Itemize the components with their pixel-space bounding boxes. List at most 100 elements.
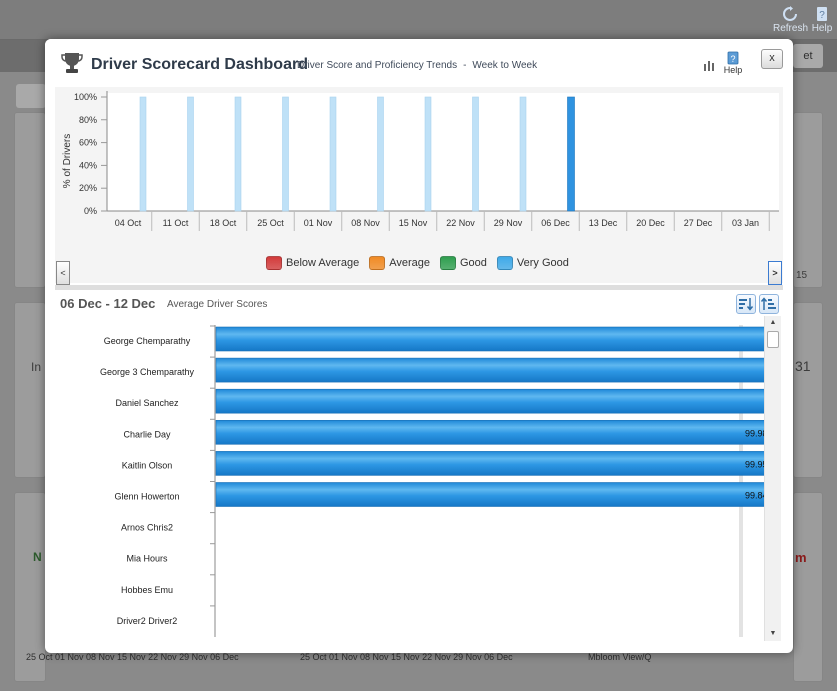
driver-name-label: Kaitlin Olson [122,460,173,470]
driver-name-label: Hobbes Emu [121,585,173,595]
trend-x-tick-label: 01 Nov [304,218,333,228]
legend-label: Average [389,257,430,269]
trend-x-tick-label: 22 Nov [446,218,475,228]
trend-prev-button[interactable]: < [56,261,70,285]
driver-name-label: George Chemparathy [104,336,191,346]
trend-x-tick-label: 20 Dec [636,218,665,228]
trend-x-tick-label: 11 Oct [163,218,189,228]
legend-label: Good [459,257,487,269]
modal-title: Driver Scorecard Dashboard [91,56,308,73]
modal-subtitle-period: Week to Week [472,60,538,71]
trend-y-tick-label: 60% [79,138,97,148]
trend-bar[interactable] [282,96,289,212]
trend-x-tick-label: 04 Oct [115,218,142,228]
trend-x-tick-label: 13 Dec [589,218,618,228]
background-dates-left: 25 Oct 01 Nov 08 Nov 15 Nov 22 Nov 29 No… [26,652,239,662]
background-frag-31: 31 [795,358,811,374]
legend-item-good[interactable]: Good [439,256,487,270]
legend-item-very-good[interactable]: Very Good [496,256,569,270]
svg-text:?: ? [819,10,825,21]
trend-bar[interactable] [519,96,527,212]
trend-bar[interactable] [472,96,479,212]
driver-name-label: Daniel Sanchez [115,398,179,408]
scores-scrollbar[interactable]: ▲ ▼ [764,316,781,641]
scores-subtitle: Average Driver Scores [167,299,268,310]
legend-item-average[interactable]: Average [369,256,430,270]
chart-settings-icon[interactable] [703,59,717,71]
trend-y-tick-label: 40% [79,160,97,170]
trend-bar[interactable] [377,96,384,212]
background-frag-in: In [31,360,42,374]
driver-score-bar[interactable] [215,357,765,383]
modal-help-button[interactable]: ? Help [721,51,745,75]
svg-text:?: ? [730,54,735,64]
scroll-up-arrow-icon[interactable]: ▲ [769,319,777,326]
trend-x-tick-label: 29 Nov [494,218,523,228]
trend-x-tick-label: 15 Nov [399,218,428,228]
legend-item-below-average[interactable]: Below Average [266,256,359,270]
trend-y-tick-label: 100% [74,92,97,102]
driver-score-bar[interactable] [215,482,765,507]
background-toolbar: Refresh ? Help [0,0,837,40]
modal-subtitle-sep: - [463,60,467,71]
modal-close-button[interactable]: x [761,49,783,69]
sort-ascending-button[interactable] [759,294,779,314]
trend-bar[interactable] [187,96,194,212]
modal-header: Driver Scorecard Dashboard Driver Score … [45,39,793,87]
trend-chart-panel: 100% 80% 60% 40% 20% 0% 04 Oct 11 Oct 18 Oct 25 … [55,87,783,285]
scroll-thumb[interactable] [767,331,779,348]
modal-subtitle-text: Driver Score and Proficiency Trends [297,60,458,71]
trend-x-tick-label: 18 Oct [210,218,237,228]
trend-bar[interactable] [424,96,432,212]
trend-y-tick-label: 0% [84,206,97,216]
trend-x-tick-label: 25 Oct [257,218,284,228]
help-toolbar-label: Help [811,23,833,34]
background-panel-3-right [793,492,823,682]
driver-scorecard-modal: Driver Scorecard Dashboard Driver Score … [45,39,793,653]
background-frag-n: N [33,550,42,564]
legend-label: Below Average [286,257,360,269]
driver-score-bar[interactable] [215,326,765,352]
legend-label: Very Good [516,257,569,269]
trend-next-button[interactable]: > [768,261,782,285]
background-dates-mid: 25 Oct 01 Nov 08 Nov 15 Nov 22 Nov 29 No… [300,652,513,662]
driver-score-bar[interactable] [215,420,765,445]
driver-score-value: 99.95 [745,459,765,469]
background-frag-m: m [795,550,807,565]
trend-bar[interactable] [139,96,147,212]
trend-x-tick-label: 03 Jan [732,218,759,228]
refresh-label: Refresh [773,23,809,34]
modal-subtitle: Driver Score and Proficiency Trends - Week… [297,60,537,71]
refresh-icon [783,6,797,21]
sort-descending-button[interactable] [736,294,756,314]
help-icon: ? [727,51,739,65]
background-button-right: et [793,44,823,68]
week-range: 06 Dec - 12 Dec [60,296,156,311]
trend-y-tick-label: 20% [79,183,97,193]
trend-x-tick-label: 06 Dec [541,218,570,228]
background-panel-1 [14,112,46,288]
sort-descending-icon [739,298,754,311]
driver-name-label: Charlie Day [123,429,171,439]
legend-swatch [266,256,282,270]
driver-name-label: Driver2 Driver2 [117,616,178,626]
background-panel-2-right [793,302,823,478]
legend-swatch [439,256,456,270]
driver-scores-panel: George Chemparathy George 3 Chemparathy Da… [55,317,783,643]
scroll-down-arrow-icon[interactable]: ▼ [769,630,777,637]
driver-score-value: 99.98 [745,428,765,438]
help-toolbar-button[interactable]: ? Help [805,6,837,34]
scores-header: 06 Dec - 12 Dec Average Driver Scores [55,285,783,317]
trend-x-tick-label: 27 Dec [684,218,713,228]
driver-name-label: George 3 Chemparathy [100,367,195,377]
trend-chart: 100% 80% 60% 40% 20% 0% 04 Oct 11 Oct 18 Oct 25 … [62,91,779,231]
driver-score-bar[interactable] [215,451,765,476]
driver-score-bar[interactable] [215,388,765,414]
trend-bar[interactable] [567,96,575,212]
trend-bar[interactable] [329,96,337,212]
trend-bar[interactable] [234,96,242,212]
help-icon: ? [817,7,827,21]
trophy-icon [61,53,83,73]
trend-y-tick-label: 80% [79,115,97,125]
refresh-button[interactable]: Refresh [773,6,809,34]
